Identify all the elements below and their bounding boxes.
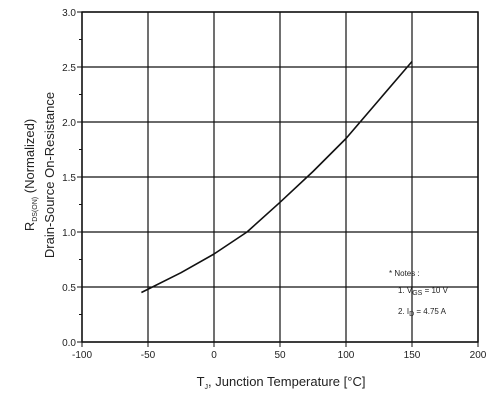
y-tick-label: 1.0: [62, 228, 76, 239]
x-tick-label: 200: [470, 350, 487, 361]
y-tick-label: 3.0: [62, 8, 76, 19]
x-tick-label: 0: [211, 350, 217, 361]
series-group: [141, 60, 413, 294]
y-tick-label: 2.5: [62, 63, 76, 74]
series-line: [141, 60, 413, 294]
y-tick-label: 0.5: [62, 283, 76, 294]
y-axis-label: RDS(ON) (Normalized) Drain-Source On-Res…: [22, 92, 57, 258]
notes-legend: * Notes : 1. VGS = 10 V 2. ID = 4.75 A: [389, 269, 449, 318]
y-tick-label: 0.0: [62, 338, 76, 349]
x-tick-label: 100: [338, 350, 355, 361]
notes-line-1: 1. VGS = 10 V: [398, 286, 449, 297]
x-axis-label: TJ, Junction Temperature [°C]: [197, 374, 366, 391]
notes-line-2: 2. ID = 4.75 A: [398, 307, 447, 318]
y-axis-label-line1: RDS(ON) (Normalized): [22, 119, 39, 231]
notes-heading: * Notes :: [389, 269, 420, 278]
y-axis-label-line2: Drain-Source On-Resistance: [42, 92, 57, 258]
x-tick-label: -50: [141, 350, 156, 361]
x-tick-label: 150: [404, 350, 421, 361]
y-tick-label: 2.0: [62, 118, 76, 129]
axis-ticks: -100 -50 0 50 100 150 200 0.0 0.5 1.0 1.5 2.0 2.5 3.0: [62, 8, 487, 361]
y-tick-label: 1.5: [62, 173, 76, 184]
x-tick-label: -100: [72, 350, 92, 361]
x-tick-label: 50: [274, 350, 286, 361]
